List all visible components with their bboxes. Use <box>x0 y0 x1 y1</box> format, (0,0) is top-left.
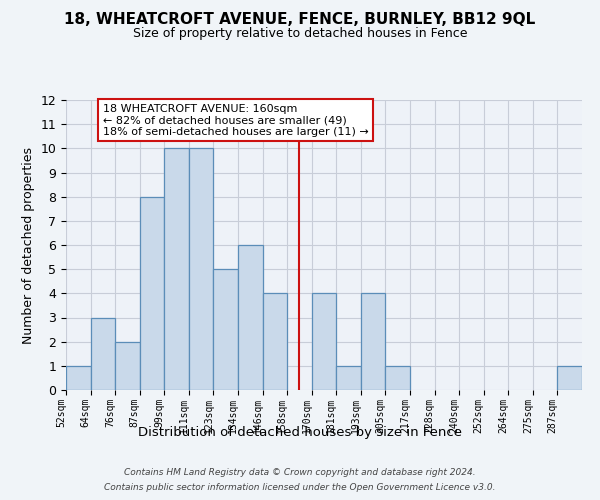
Text: Contains public sector information licensed under the Open Government Licence v3: Contains public sector information licen… <box>104 483 496 492</box>
Bar <box>189 148 214 390</box>
Bar <box>361 294 385 390</box>
Bar <box>312 294 336 390</box>
Bar <box>263 294 287 390</box>
Bar <box>115 342 140 390</box>
Bar <box>557 366 582 390</box>
Text: Size of property relative to detached houses in Fence: Size of property relative to detached ho… <box>133 28 467 40</box>
Bar <box>336 366 361 390</box>
Bar <box>238 245 263 390</box>
Bar <box>214 269 238 390</box>
Y-axis label: Number of detached properties: Number of detached properties <box>22 146 35 344</box>
Text: 18, WHEATCROFT AVENUE, FENCE, BURNLEY, BB12 9QL: 18, WHEATCROFT AVENUE, FENCE, BURNLEY, B… <box>64 12 536 28</box>
Text: Distribution of detached houses by size in Fence: Distribution of detached houses by size … <box>138 426 462 439</box>
Text: Contains HM Land Registry data © Crown copyright and database right 2024.: Contains HM Land Registry data © Crown c… <box>124 468 476 477</box>
Bar <box>164 148 189 390</box>
Bar <box>140 196 164 390</box>
Bar <box>66 366 91 390</box>
Bar <box>91 318 115 390</box>
Text: 18 WHEATCROFT AVENUE: 160sqm
← 82% of detached houses are smaller (49)
18% of se: 18 WHEATCROFT AVENUE: 160sqm ← 82% of de… <box>103 104 368 137</box>
Bar <box>385 366 410 390</box>
